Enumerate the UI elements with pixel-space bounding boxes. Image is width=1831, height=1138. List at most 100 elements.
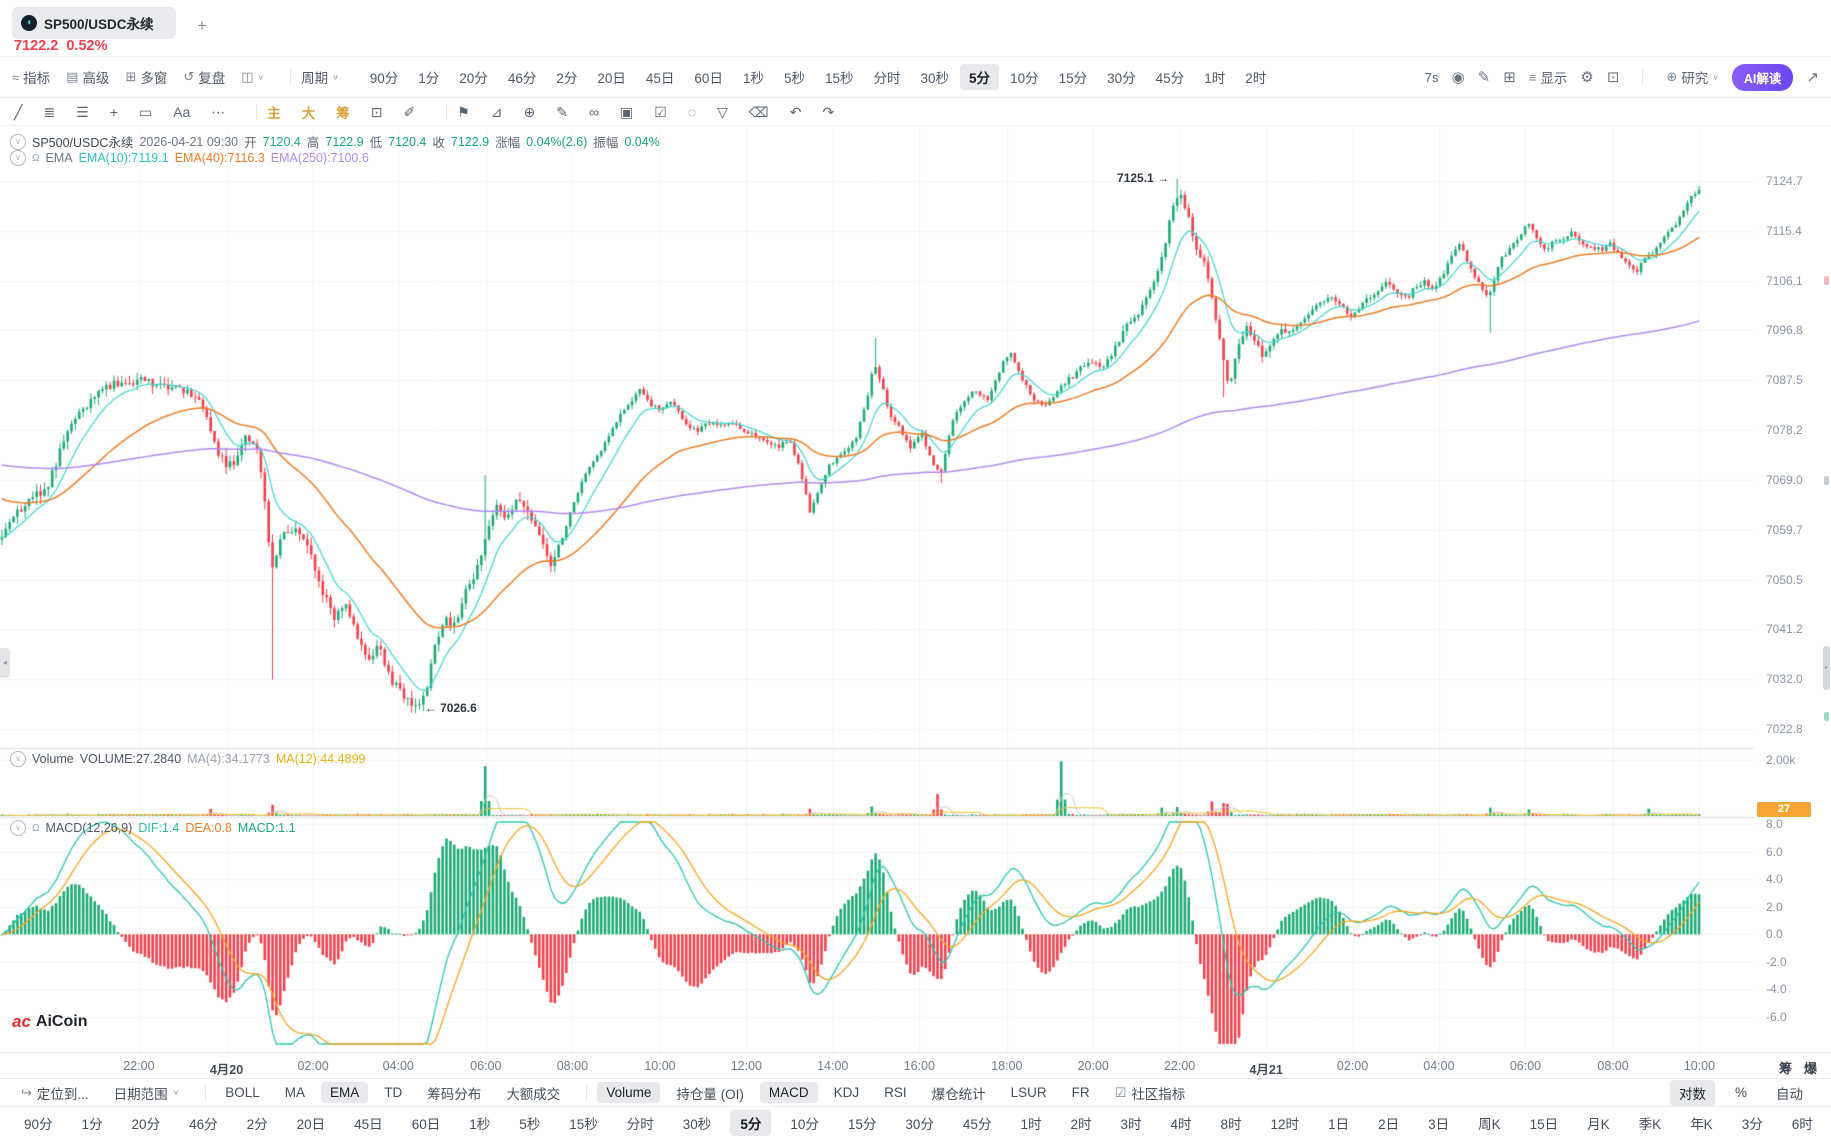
hide-drawings-icon[interactable]: ◌ — [687, 104, 697, 120]
side-toggle-爆[interactable]: 爆 — [1803, 1061, 1817, 1076]
timeframe-30分[interactable]: 30分 — [1107, 71, 1136, 86]
goto-date-button[interactable]: ↪ 定位到... — [21, 1084, 89, 1102]
bottom-timeframe-20分[interactable]: 20分 — [131, 1116, 161, 1132]
timeframe-分时[interactable]: 分时 — [873, 71, 901, 86]
scale-%[interactable]: % — [1734, 1085, 1747, 1100]
bottom-timeframe-分时[interactable]: 分时 — [626, 1116, 654, 1132]
price-scrollbar-handle[interactable]: ▸ — [1823, 646, 1830, 690]
price-chart-canvas[interactable] — [0, 126, 1755, 1052]
indicator-KDJ[interactable]: KDJ — [833, 1085, 860, 1100]
chart-note-icon[interactable]: ⊡ — [370, 103, 383, 120]
timeframe-15秒[interactable]: 15秒 — [824, 71, 854, 86]
more-tools-icon[interactable]: ⋯ — [211, 103, 226, 120]
bottom-timeframe-30分[interactable]: 30分 — [905, 1116, 934, 1132]
brush-icon[interactable]: ✐ — [403, 103, 416, 120]
main-chart-toggle[interactable]: 主 — [267, 106, 281, 121]
indicator-爆仓统计[interactable]: 爆仓统计 — [931, 1086, 986, 1102]
bottom-timeframe-1日[interactable]: 1日 — [1328, 1116, 1350, 1132]
bottom-timeframe-20日[interactable]: 20日 — [296, 1116, 326, 1132]
rectangle-tool-icon[interactable]: ▭ — [138, 103, 153, 120]
timeframe-1时[interactable]: 1时 — [1204, 71, 1226, 86]
collapse-pane-icon[interactable]: ∨ — [10, 820, 26, 836]
timeframe-90分[interactable]: 90分 — [369, 71, 399, 86]
collapse-left-panel-handle[interactable]: ◂ — [0, 648, 10, 678]
bottom-timeframe-6时[interactable]: 6时 — [1791, 1116, 1813, 1132]
timeframe-20日[interactable]: 20日 — [597, 71, 626, 86]
indicator-MACD[interactable]: MACD — [759, 1082, 818, 1103]
settings-icon[interactable]: ⚙ — [1580, 69, 1594, 86]
indicator-FR[interactable]: FR — [1071, 1085, 1090, 1100]
screenshot-icon[interactable]: ◉ — [1451, 69, 1465, 86]
indicator-持仓量 (OI)[interactable]: 持仓量 (OI) — [676, 1086, 744, 1102]
bottom-timeframe-60日[interactable]: 60日 — [411, 1116, 441, 1132]
menu-item-advanced[interactable]: ▤ 高级 — [66, 67, 109, 87]
indicator-Volume[interactable]: Volume — [597, 1082, 661, 1103]
bottom-timeframe-年K[interactable]: 年K — [1690, 1116, 1713, 1132]
bottom-timeframe-1秒[interactable]: 1秒 — [469, 1116, 491, 1132]
bottom-timeframe-2日[interactable]: 2日 — [1378, 1116, 1400, 1132]
link-charts-icon[interactable]: ∞ — [589, 104, 599, 120]
indicator-MA[interactable]: MA — [284, 1085, 306, 1100]
trendline-tool-icon[interactable]: ╱ — [14, 103, 23, 120]
scale-自动[interactable]: 自动 — [1776, 1086, 1803, 1102]
timeframe-15分[interactable]: 15分 — [1058, 71, 1088, 86]
calendar-check-icon[interactable]: ☑ — [654, 103, 667, 120]
annotate-icon[interactable]: ✎ — [1477, 69, 1491, 86]
bottom-timeframe-90分[interactable]: 90分 — [24, 1116, 53, 1132]
share-icon[interactable]: ↗ — [1806, 69, 1819, 86]
undo-icon[interactable]: ↶ — [789, 103, 802, 120]
collapse-pane-icon[interactable]: ∨ — [10, 133, 26, 150]
timeframe-5分[interactable]: 5分 — [960, 64, 1000, 90]
indicator-BOLL[interactable]: BOLL — [225, 1085, 260, 1100]
bottom-timeframe-4时[interactable]: 4时 — [1170, 1116, 1192, 1132]
bottom-timeframe-10分[interactable]: 10分 — [790, 1116, 819, 1132]
bottom-timeframe-45日[interactable]: 45日 — [354, 1116, 383, 1132]
menu-item-indicators[interactable]: ≈ 指标 — [12, 67, 50, 87]
new-tab-button[interactable]: + — [197, 16, 207, 35]
highlighter-icon[interactable]: ✎ — [556, 103, 569, 120]
display-toggle[interactable]: ≡ 显示 — [1528, 69, 1568, 87]
timeframe-46分[interactable]: 46分 — [507, 71, 537, 86]
bottom-timeframe-8时[interactable]: 8时 — [1220, 1116, 1242, 1132]
indicator-LSUR[interactable]: LSUR — [1010, 1085, 1047, 1100]
menu-item-replay[interactable]: ↺ 复盘 — [183, 67, 225, 87]
timeframe-45日[interactable]: 45日 — [645, 71, 675, 86]
bottom-timeframe-46分[interactable]: 46分 — [189, 1116, 218, 1132]
side-toggle-筹[interactable]: 筹 — [1778, 1061, 1792, 1076]
bottom-timeframe-季K[interactable]: 季K — [1638, 1116, 1662, 1132]
bottom-timeframe-3时[interactable]: 3时 — [1120, 1116, 1142, 1132]
bottom-timeframe-3日[interactable]: 3日 — [1428, 1116, 1450, 1132]
bottom-timeframe-3分[interactable]: 3分 — [1741, 1116, 1763, 1132]
horizontal-lines-tool-icon[interactable]: ≣ — [43, 103, 56, 120]
collapse-pane-icon[interactable]: ∨ — [10, 751, 26, 767]
clipboard-icon[interactable]: ▣ — [620, 103, 634, 120]
alarm-icon[interactable]: Ω — [32, 152, 40, 164]
collapse-pane-icon[interactable]: ∨ — [10, 150, 26, 166]
indicator-EMA[interactable]: EMA — [321, 1082, 369, 1103]
chip-distribution-toggle[interactable]: 筹 — [336, 106, 350, 121]
timeframe-2分[interactable]: 2分 — [556, 71, 578, 86]
alarm-icon[interactable]: Ω — [32, 822, 40, 834]
research-dropdown[interactable]: ⊕ 研究 ∨ — [1666, 69, 1719, 86]
timeframe-10分[interactable]: 10分 — [1010, 71, 1039, 86]
timeframe-45分[interactable]: 45分 — [1155, 71, 1185, 86]
timeframe-1秒[interactable]: 1秒 — [742, 71, 764, 86]
add-window-icon[interactable]: ⊞ — [1503, 69, 1516, 86]
bottom-timeframe-1时[interactable]: 1时 — [1020, 1116, 1042, 1132]
bookmark-icon[interactable]: ⚑ — [457, 103, 470, 120]
bottom-timeframe-15日[interactable]: 15日 — [1529, 1116, 1559, 1132]
measure-icon[interactable]: ⊿ — [490, 103, 503, 120]
timeframe-20分[interactable]: 20分 — [459, 71, 488, 86]
bottom-timeframe-30秒[interactable]: 30秒 — [682, 1116, 712, 1132]
bottom-timeframe-2分[interactable]: 2分 — [246, 1116, 268, 1132]
large-view-toggle[interactable]: 大 — [301, 106, 316, 121]
bottom-timeframe-月K[interactable]: 月K — [1587, 1116, 1610, 1132]
bottom-timeframe-5分[interactable]: 5分 — [730, 1109, 772, 1136]
fullscreen-icon[interactable]: ⊡ — [1606, 69, 1620, 86]
bottom-timeframe-15秒[interactable]: 15秒 — [569, 1116, 598, 1132]
drawings-list-icon[interactable]: ☰ — [76, 103, 89, 120]
cross-tool-icon[interactable]: + — [109, 104, 118, 120]
bottom-timeframe-15分[interactable]: 15分 — [847, 1116, 877, 1132]
bottom-timeframe-5秒[interactable]: 5秒 — [519, 1116, 541, 1132]
date-range-dropdown[interactable]: 日期范围 ∨ — [113, 1086, 180, 1102]
